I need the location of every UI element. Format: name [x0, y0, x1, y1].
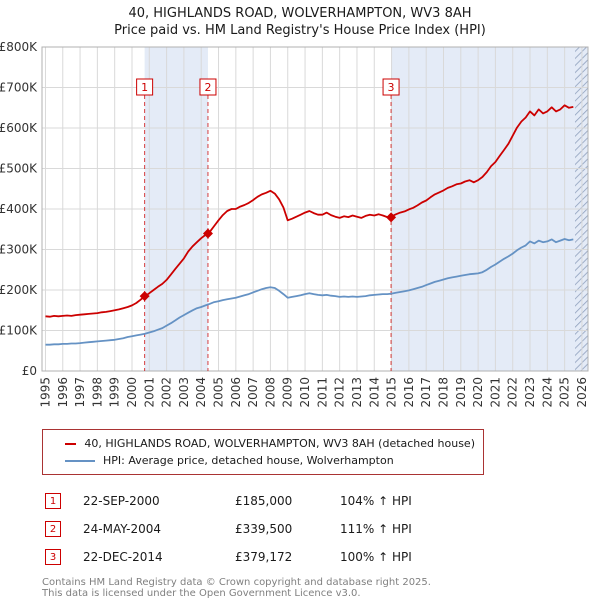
transaction-price: £185,000 [235, 494, 293, 508]
svg-text:2005: 2005 [212, 377, 226, 408]
transaction-date: 24-MAY-2004 [83, 522, 162, 536]
svg-text:2023: 2023 [523, 377, 537, 408]
svg-text:2007: 2007 [246, 377, 260, 408]
svg-text:1996: 1996 [56, 377, 70, 408]
price-line-swatch [65, 442, 77, 445]
svg-text:2013: 2013 [350, 377, 364, 408]
transaction-hpi-change: 100% ↑ HPI [340, 550, 412, 564]
license-footer: Contains HM Land Registry data © Crown c… [42, 577, 600, 599]
transaction-table: 1 22-SEP-2000 £185,000 104% ↑ HPI 2 24-M… [45, 487, 600, 571]
transaction-price: £379,172 [235, 550, 293, 564]
hpi-line-swatch [65, 459, 95, 462]
svg-text:2003: 2003 [177, 377, 191, 408]
legend-label: HPI: Average price, detached house, Wolv… [103, 454, 394, 467]
svg-text:2020: 2020 [471, 377, 485, 408]
svg-text:2004: 2004 [194, 377, 208, 408]
svg-text:2015: 2015 [385, 377, 399, 408]
transaction-date: 22-DEC-2014 [83, 550, 163, 564]
svg-text:£100K: £100K [0, 324, 38, 338]
svg-text:£300K: £300K [0, 243, 38, 257]
svg-text:1995: 1995 [38, 377, 52, 408]
svg-text:2018: 2018 [436, 377, 450, 408]
svg-text:2009: 2009 [281, 377, 295, 408]
svg-text:2006: 2006 [229, 377, 243, 408]
chart-legend: 40, HIGHLANDS ROAD, WOLVERHAMPTON, WV3 8… [42, 429, 484, 475]
svg-text:2012: 2012 [333, 377, 347, 408]
svg-text:2010: 2010 [298, 377, 312, 408]
svg-text:1999: 1999 [108, 377, 122, 408]
svg-text:£200K: £200K [0, 283, 38, 297]
svg-text:2000: 2000 [125, 377, 139, 408]
legend-item-hpi: HPI: Average price, detached house, Wolv… [51, 452, 475, 469]
transaction-date: 22-SEP-2000 [83, 494, 160, 508]
footer-line: Contains HM Land Registry data © Crown c… [42, 577, 431, 588]
table-row: 1 22-SEP-2000 £185,000 104% ↑ HPI [45, 487, 600, 515]
svg-text:£400K: £400K [0, 202, 38, 216]
svg-text:2019: 2019 [454, 377, 468, 408]
table-row: 2 24-MAY-2004 £339,500 111% ↑ HPI [45, 515, 600, 543]
transaction-marker: 1 [45, 493, 61, 509]
transaction-marker: 3 [45, 549, 61, 565]
legend-item-price: 40, HIGHLANDS ROAD, WOLVERHAMPTON, WV3 8… [51, 435, 475, 452]
svg-text:£700K: £700K [0, 81, 38, 95]
price-history-chart: £0 £100K £200K £300K £400K £500K £600K £700K £80… [0, 40, 589, 408]
svg-text:2011: 2011 [315, 377, 329, 408]
svg-text:2022: 2022 [506, 377, 520, 408]
svg-text:£600K: £600K [0, 121, 38, 135]
svg-text:2025: 2025 [558, 377, 572, 408]
svg-text:2017: 2017 [419, 377, 433, 408]
transaction-price: £339,500 [235, 522, 293, 536]
svg-text:1998: 1998 [90, 377, 104, 408]
svg-text:2001: 2001 [142, 377, 156, 408]
svg-text:2014: 2014 [367, 377, 381, 408]
svg-text:2021: 2021 [488, 377, 502, 408]
page-subtitle: Price paid vs. HM Land Registry's House … [114, 23, 486, 38]
svg-text:2008: 2008 [263, 377, 277, 408]
svg-text:1: 1 [141, 81, 148, 94]
transaction-hpi-change: 111% ↑ HPI [340, 522, 412, 536]
svg-text:3: 3 [388, 81, 395, 94]
svg-text:£500K: £500K [0, 162, 38, 176]
svg-text:£0: £0 [22, 364, 37, 378]
chart-header: 40, HIGHLANDS ROAD, WOLVERHAMPTON, WV3 8… [0, 0, 600, 39]
table-row: 3 22-DEC-2014 £379,172 100% ↑ HPI [45, 543, 600, 571]
svg-text:£800K: £800K [0, 40, 38, 54]
svg-text:2026: 2026 [575, 377, 589, 408]
svg-text:1997: 1997 [73, 377, 87, 408]
legend-label: 40, HIGHLANDS ROAD, WOLVERHAMPTON, WV3 8… [84, 437, 475, 450]
page-title: 40, HIGHLANDS ROAD, WOLVERHAMPTON, WV3 8… [128, 6, 472, 21]
transaction-marker: 2 [45, 521, 61, 537]
svg-text:2: 2 [204, 81, 211, 94]
svg-text:2024: 2024 [540, 377, 554, 408]
svg-text:2016: 2016 [402, 377, 416, 408]
svg-text:2002: 2002 [160, 377, 174, 408]
transaction-hpi-change: 104% ↑ HPI [340, 494, 412, 508]
